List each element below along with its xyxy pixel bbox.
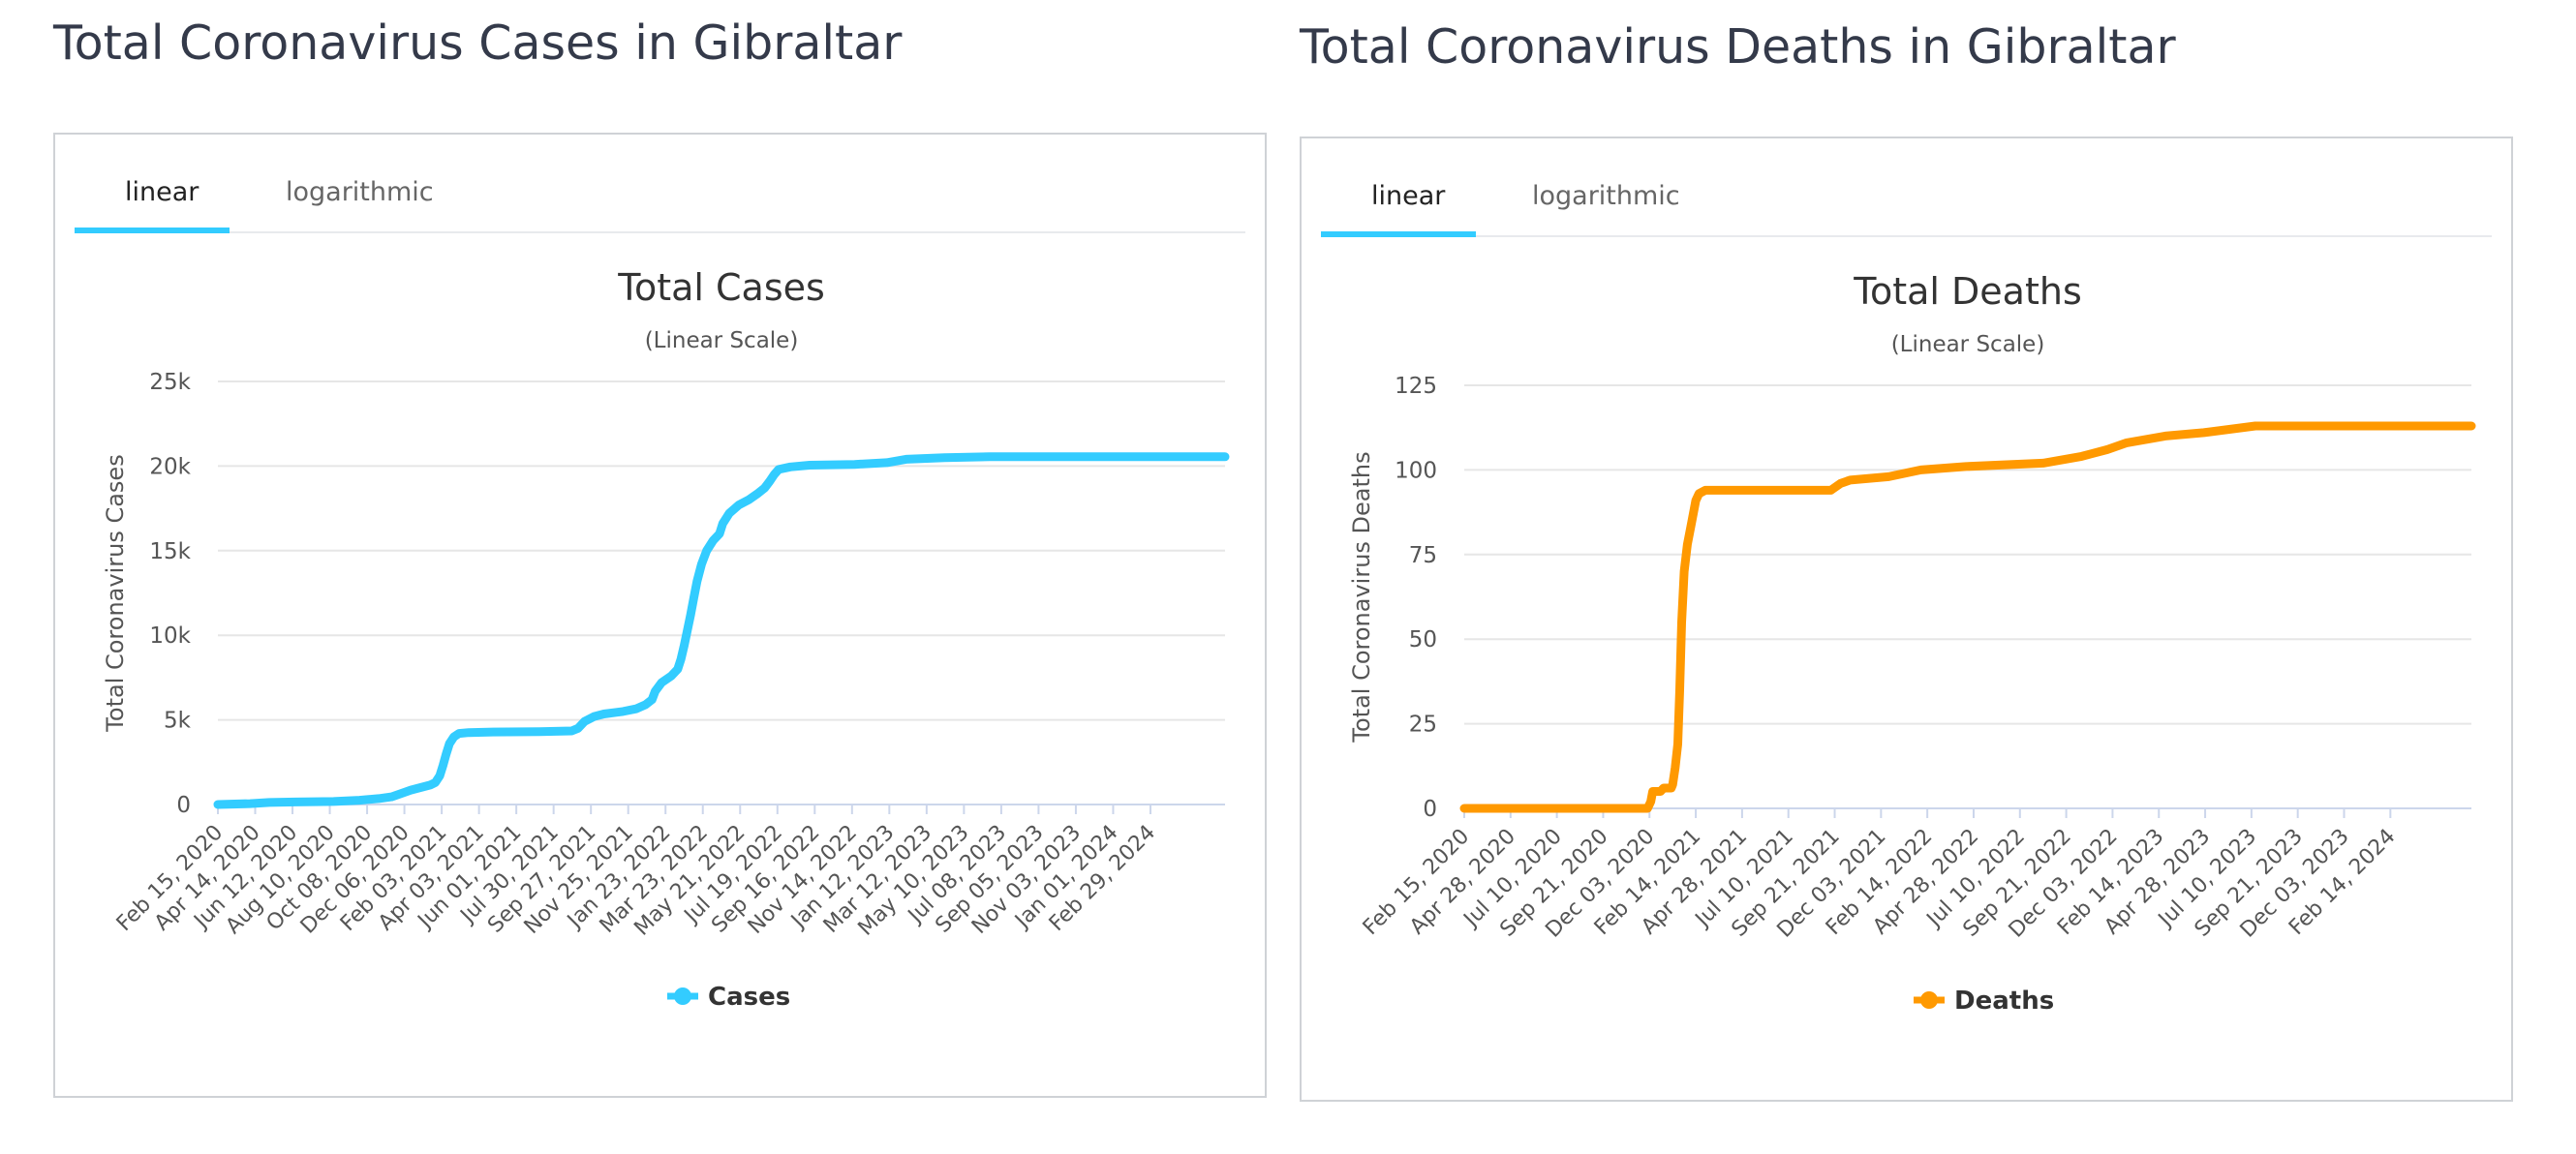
- cases-tab-logarithmic[interactable]: logarithmic: [286, 177, 434, 207]
- deaths-y-tick-label: 25: [1409, 713, 1437, 738]
- deaths-y-tick-label: 125: [1395, 374, 1437, 399]
- cases-series-line: [213, 452, 1230, 809]
- deaths-page-title: Total Coronavirus Deaths in Gibraltar: [1300, 19, 2176, 75]
- deaths-tab-logarithmic[interactable]: logarithmic: [1532, 181, 1680, 211]
- cases-y-tick-label: 15k: [149, 539, 191, 564]
- deaths-scale-tabs: linear logarithmic: [1321, 138, 2492, 237]
- deaths-y-axis-label: Total Coronavirus Deaths: [1348, 451, 1375, 743]
- cases-page-title: Total Coronavirus Cases in Gibraltar: [53, 15, 903, 71]
- cases-chart: Total Cases (Linear Scale) 0 5k 10k 15k 20k 25k…: [102, 266, 1230, 1012]
- cases-chart-subtitle: (Linear Scale): [645, 328, 799, 353]
- deaths-legend-label: Deaths: [1954, 987, 2054, 1016]
- deaths-series-line: [1459, 421, 2476, 813]
- deaths-chart: Total Deaths (Linear Scale) 0 25 50 75 100 125 T…: [1348, 270, 2476, 1016]
- cases-y-tick-label: 5k: [164, 709, 192, 734]
- deaths-chart-card: linear logarithmic Total Deaths (Linear S…: [1300, 137, 2513, 1102]
- deaths-y-tick-label: 50: [1409, 627, 1437, 653]
- cases-y-tick-label: 0: [176, 793, 191, 818]
- deaths-y-tick-label: 75: [1409, 543, 1437, 568]
- deaths-legend-marker: [1920, 991, 1938, 1009]
- deaths-active-tab-indicator: [1321, 231, 1476, 237]
- cases-tab-linear[interactable]: linear: [125, 177, 199, 207]
- cases-y-axis-label: Total Coronavirus Cases: [102, 454, 129, 732]
- cases-y-tick-label: 10k: [149, 623, 191, 649]
- deaths-y-tick-label: 100: [1395, 458, 1437, 483]
- cases-active-tab-indicator: [75, 228, 230, 233]
- cases-scale-tabs: linear logarithmic: [75, 135, 1245, 233]
- deaths-chart-subtitle: (Linear Scale): [1891, 332, 2045, 357]
- cases-y-tick-label: 20k: [149, 454, 191, 479]
- deaths-tab-linear[interactable]: linear: [1371, 181, 1446, 211]
- cases-legend-label: Cases: [708, 983, 790, 1012]
- deaths-chart-title: Total Deaths: [1853, 270, 2082, 313]
- cases-chart-title: Total Cases: [617, 266, 825, 309]
- deaths-y-tick-label: 0: [1423, 797, 1437, 822]
- cases-y-tick-label: 25k: [149, 370, 191, 395]
- cases-legend-marker: [674, 987, 691, 1005]
- cases-chart-card: linear logarithmic Total Cases (Linear Sc…: [53, 133, 1267, 1098]
